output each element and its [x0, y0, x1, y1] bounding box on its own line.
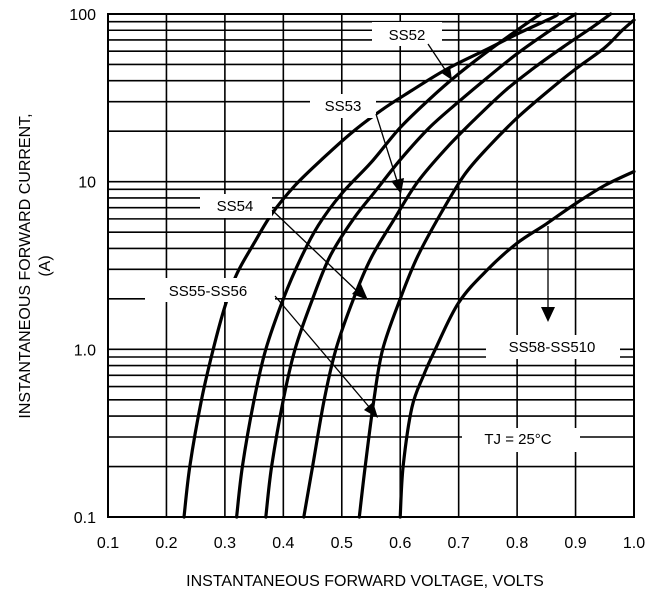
y-tick-label: 0.1	[74, 510, 96, 527]
y-tick-label: 10	[78, 175, 96, 192]
x-axis-title: INSTANTANEOUS FORWARD VOLTAGE, VOLTS	[186, 573, 544, 590]
y-axis-title-line1: INSTANTANEOUS FORWARD CURRENT,	[17, 113, 34, 418]
y-tick-label: 1.0	[74, 342, 96, 359]
condition-label: TJ = 25°C	[484, 431, 551, 448]
label-ss53: SS53	[325, 98, 362, 115]
label-ss54: SS54	[217, 198, 254, 215]
x-axis-ticks: 0.1 0.2 0.3 0.4 0.5 0.6 0.7 0.8 0.9 1.0	[97, 535, 645, 552]
y-axis-title-line2: (A)	[37, 255, 54, 276]
arrowhead-ss58-ss510	[541, 307, 555, 322]
x-tick-label: 0.9	[564, 535, 586, 552]
y-axis-title: INSTANTANEOUS FORWARD CURRENT, (A)	[17, 113, 54, 418]
y-tick-label: 100	[69, 7, 96, 24]
y-axis-ticks: 0.1 1.0 10 100	[69, 7, 96, 527]
x-tick-label: 0.4	[272, 535, 294, 552]
label-ss58-ss510: SS58-SS510	[509, 339, 596, 356]
x-tick-label: 0.1	[97, 535, 119, 552]
arrow-ss53	[376, 114, 398, 184]
x-tick-label: 0.6	[389, 535, 411, 552]
x-tick-label: 0.3	[214, 535, 236, 552]
x-tick-label: 0.8	[506, 535, 528, 552]
arrowhead-ss53	[391, 178, 404, 194]
label-ss52: SS52	[389, 27, 426, 44]
x-tick-label: 0.7	[448, 535, 470, 552]
x-tick-label: 1.0	[623, 535, 645, 552]
x-tick-label: 0.2	[155, 535, 177, 552]
arrow-ss55-ss56	[275, 296, 370, 408]
arrow-ss54	[272, 210, 358, 292]
label-ss55-ss56: SS55-SS56	[169, 283, 247, 300]
x-tick-label: 0.5	[331, 535, 353, 552]
